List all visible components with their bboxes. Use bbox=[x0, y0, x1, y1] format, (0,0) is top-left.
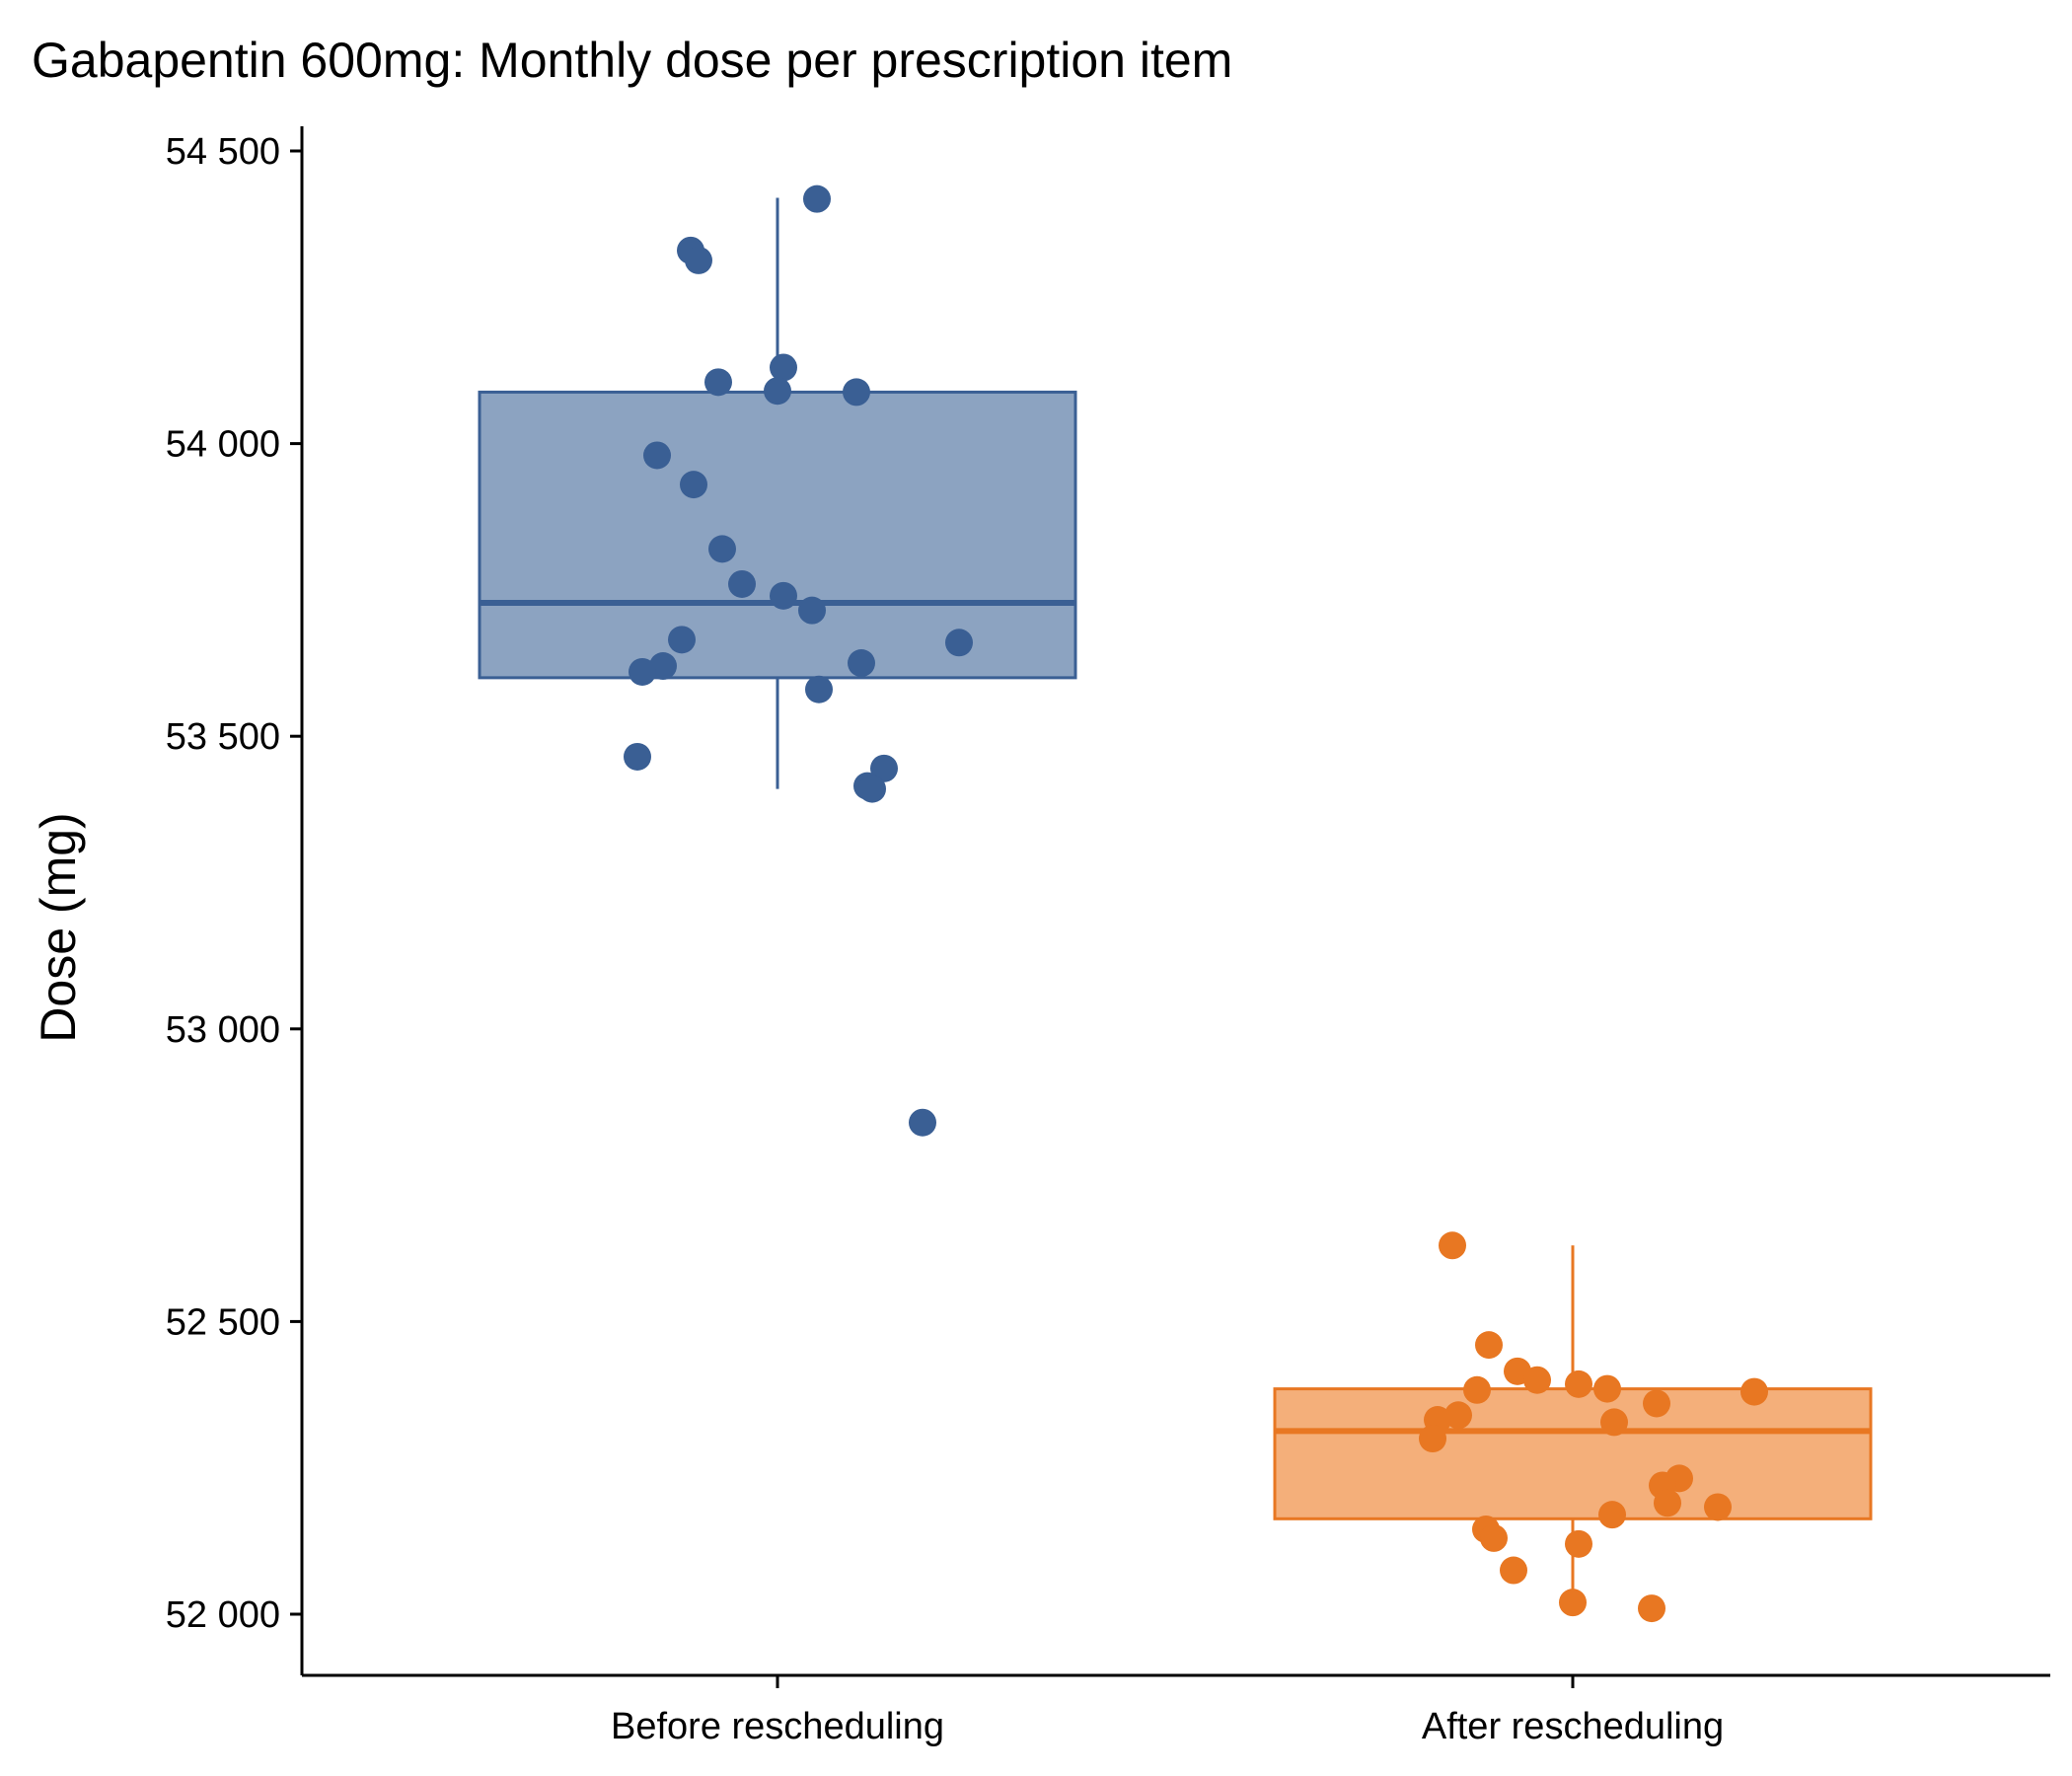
data-point bbox=[858, 775, 886, 803]
data-point bbox=[909, 1108, 936, 1137]
data-point bbox=[1600, 1408, 1628, 1437]
data-point bbox=[870, 754, 898, 782]
y-tick-label: 52 500 bbox=[166, 1301, 280, 1343]
data-point bbox=[1643, 1389, 1670, 1418]
axes: 52 000 52 500 53 000 53 500 54 000 54 500 Befo… bbox=[166, 131, 1724, 1747]
data-point bbox=[629, 657, 656, 686]
chart-title: Gabapentin 600mg: Monthly dose per presc… bbox=[32, 33, 1232, 88]
x-tick-label: Before rescheduling bbox=[611, 1706, 944, 1747]
data-point bbox=[1598, 1501, 1626, 1529]
data-point bbox=[624, 742, 651, 771]
data-point bbox=[805, 675, 833, 703]
data-point bbox=[764, 377, 791, 406]
data-point bbox=[843, 378, 870, 407]
y-axis-label: Dose (mg) bbox=[31, 812, 86, 1042]
box-iqr bbox=[478, 390, 1077, 680]
y-tick-label: 54 000 bbox=[166, 424, 280, 466]
data-point bbox=[945, 629, 973, 657]
data-point bbox=[770, 353, 797, 382]
data-point bbox=[680, 471, 707, 499]
plot-area bbox=[478, 185, 1873, 1623]
data-point bbox=[728, 569, 756, 598]
data-point bbox=[848, 649, 875, 678]
data-point bbox=[803, 185, 831, 213]
data-point bbox=[1559, 1589, 1587, 1617]
data-point bbox=[1463, 1375, 1491, 1404]
box-iqr bbox=[1273, 1387, 1873, 1520]
data-point bbox=[770, 581, 797, 610]
data-point bbox=[649, 652, 677, 681]
data-point bbox=[1523, 1366, 1551, 1394]
data-point bbox=[798, 596, 826, 625]
data-point bbox=[1475, 1331, 1503, 1360]
data-point bbox=[1500, 1556, 1527, 1585]
data-point bbox=[643, 441, 671, 470]
data-point bbox=[708, 535, 736, 563]
y-tick-label: 53 500 bbox=[166, 716, 280, 758]
data-point bbox=[685, 246, 712, 274]
data-point bbox=[1704, 1493, 1732, 1521]
y-tick-label: 54 500 bbox=[166, 131, 280, 173]
data-point bbox=[668, 626, 696, 654]
y-tick-label: 52 000 bbox=[166, 1594, 280, 1636]
box-group-after bbox=[1273, 1231, 1873, 1623]
data-point bbox=[1480, 1523, 1508, 1552]
data-point bbox=[1444, 1401, 1472, 1430]
data-point bbox=[1565, 1529, 1592, 1558]
data-point bbox=[1740, 1377, 1768, 1406]
y-tick-label: 53 000 bbox=[166, 1009, 280, 1051]
data-point bbox=[1593, 1374, 1621, 1403]
data-point bbox=[1654, 1489, 1681, 1517]
data-point bbox=[1439, 1231, 1466, 1260]
data-point bbox=[704, 368, 732, 397]
data-point bbox=[1638, 1594, 1665, 1623]
x-tick-label: After rescheduling bbox=[1422, 1706, 1724, 1747]
data-point bbox=[1419, 1425, 1446, 1453]
data-point bbox=[1565, 1369, 1592, 1398]
box-group-before bbox=[478, 185, 1077, 1137]
